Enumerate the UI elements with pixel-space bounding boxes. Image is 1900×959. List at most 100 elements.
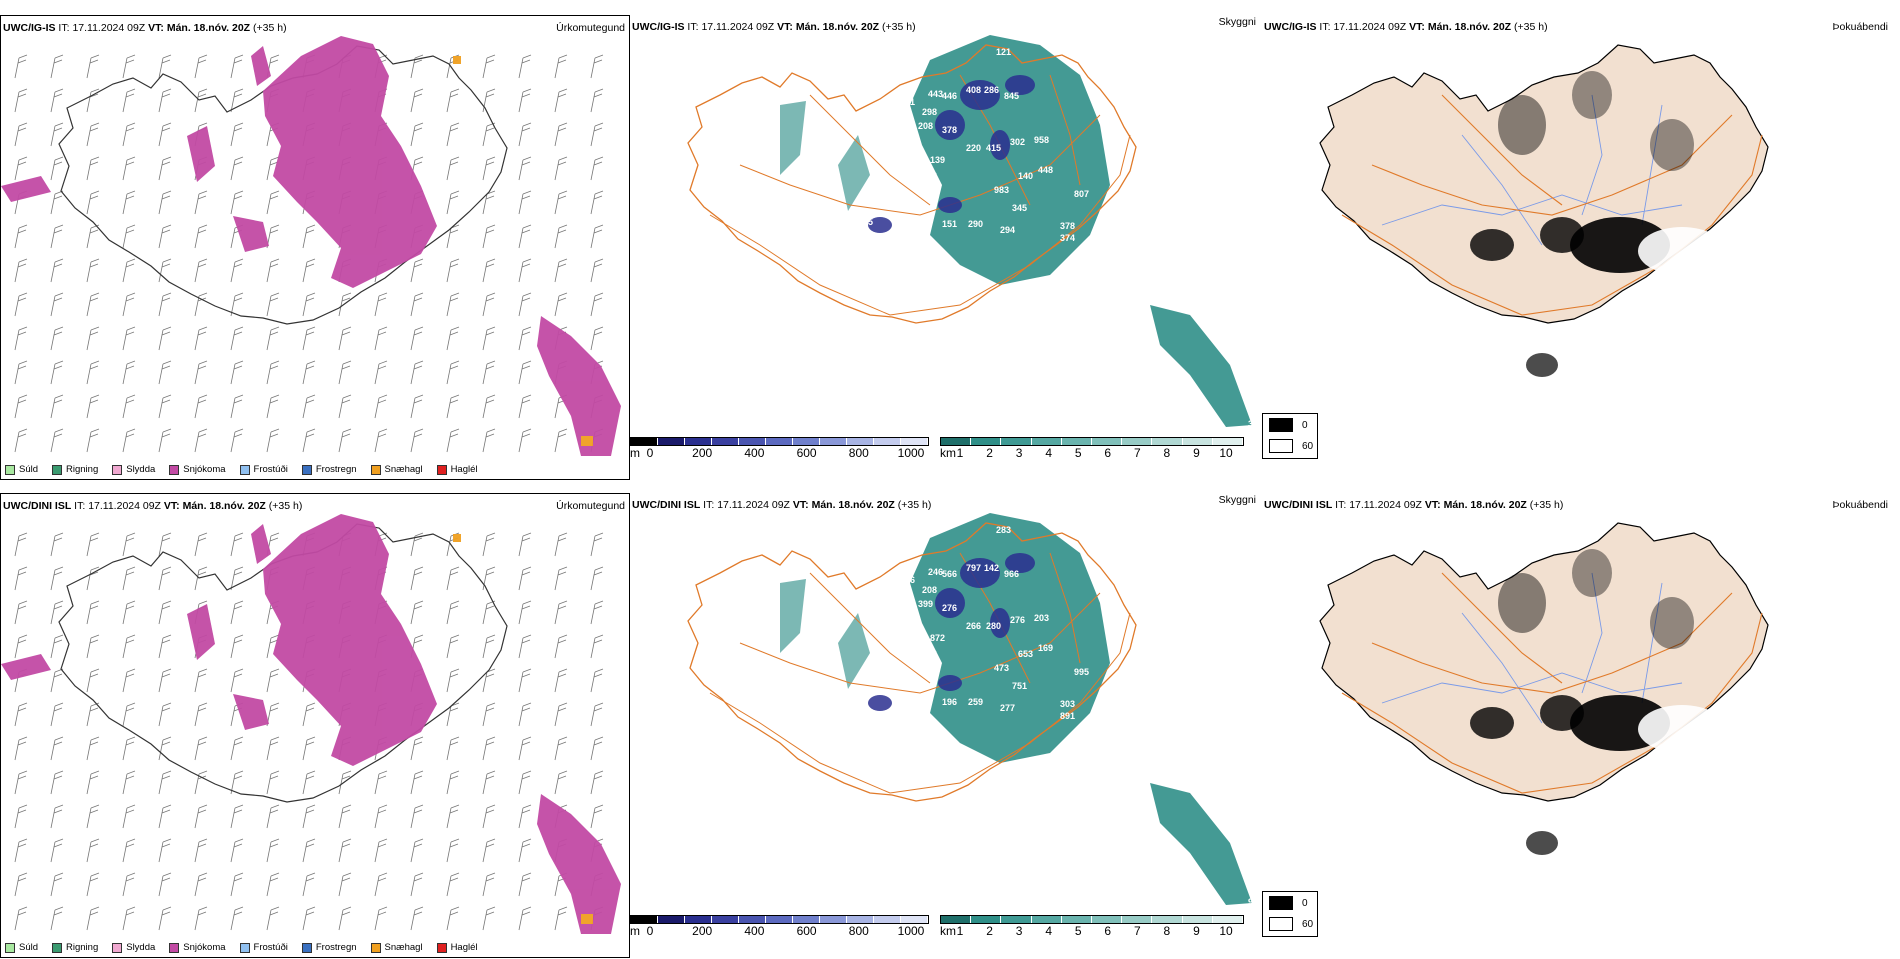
low-cloud-base-areas	[868, 553, 1035, 711]
colorbar-tick: 400	[744, 924, 765, 938]
legend-label: Snæhagl	[384, 464, 423, 475]
elevation-label: 220	[966, 143, 981, 153]
legend-item: Slydda	[112, 464, 155, 475]
elevation-label: 203	[1034, 613, 1049, 623]
colorbar-tick: 10	[1219, 446, 1233, 460]
colorbar-tick: 7	[1133, 446, 1141, 460]
cloud-base-colorbar: m 0 200 400 600 800 1000	[630, 437, 935, 461]
legend-swatch	[5, 942, 15, 953]
elevation-label: 995	[1074, 667, 1089, 677]
elevation-label: 290	[968, 219, 983, 229]
elevation-label: 796	[1248, 397, 1260, 407]
legend-item: Súld	[5, 942, 38, 953]
legend-item: Snæhagl	[370, 942, 423, 953]
elevation-label: 90	[1248, 897, 1258, 907]
elevation-label: 255	[1248, 875, 1260, 885]
elevation-label: 399	[918, 599, 933, 609]
legend-item: Haglél	[436, 464, 478, 475]
legend-item: Snæhagl	[370, 464, 423, 475]
colorbar-unit: km	[940, 924, 956, 938]
elevation-label: 121	[996, 47, 1011, 57]
legend-swatch	[112, 464, 123, 475]
wind-barbs	[14, 532, 604, 931]
elevation-label: 283	[996, 525, 1011, 535]
legend-label: Súld	[19, 942, 39, 953]
colorbar-tick: 800	[848, 446, 869, 460]
colorbar-strip	[630, 437, 929, 446]
elevation-label: 208	[918, 121, 933, 131]
legend-label: Slydda	[126, 464, 156, 475]
elevation-label: 391	[900, 97, 915, 107]
legend-swatch	[239, 942, 250, 953]
panel-title: Úrkomutegund	[556, 22, 625, 34]
legend-label: Snæhagl	[384, 942, 423, 953]
elevation-label: 205	[854, 705, 869, 715]
road-network	[1341, 572, 1763, 794]
cloud-base-colorbar: m 0 200 400 600 800 1000	[630, 915, 935, 939]
elevation-label: 966	[1004, 569, 1019, 579]
legend-swatch	[52, 942, 63, 953]
legend-label: Snjókoma	[183, 464, 226, 475]
legend-item: Frostúði	[239, 464, 288, 475]
legend-swatch	[370, 464, 381, 475]
legend-label: Rigning	[66, 942, 99, 953]
elevation-label: 266	[966, 621, 981, 631]
colorbar-strip	[630, 915, 929, 924]
elevation-label: 341	[846, 717, 861, 727]
ptype-panel-row2: UWC/DINI ISL IT: 17.11.2024 09Z VT: Mán.…	[0, 493, 630, 958]
legend-label: Frostregn	[315, 464, 357, 475]
elevation-label: 276	[942, 603, 957, 613]
elevation-label: 286	[984, 85, 999, 95]
legend-label: Haglél	[450, 464, 478, 475]
elevation-label: 276	[1010, 615, 1025, 625]
legend-swatch	[5, 464, 15, 475]
elevation-label: 807	[1074, 189, 1089, 199]
elevation-label: 117	[854, 227, 869, 237]
legend-label: Súld	[19, 464, 39, 475]
panel-title: Þokuábendi	[1832, 499, 1888, 511]
fog-index-map	[1319, 522, 1769, 855]
colorbar-strip	[940, 437, 1244, 446]
legend-item: Frostregn	[301, 464, 357, 475]
elevation-label: 378	[942, 125, 957, 135]
elevation-label: 958	[922, 171, 937, 181]
fog-index-legend: 0 60	[1262, 413, 1318, 459]
elevation-label: 196	[942, 697, 957, 707]
elevation-label: 380	[902, 133, 917, 143]
legend-swatch	[112, 942, 123, 953]
elevation-label: 797	[966, 563, 981, 573]
fog-panel-row2: UWC/DINI ISL IT: 17.11.2024 09Z VT: Mán.…	[1262, 493, 1892, 958]
legend-item: Rigning	[52, 942, 98, 953]
colorbar-tick: 0	[646, 446, 654, 460]
legend-label: Rigning	[66, 464, 99, 475]
rivers	[1381, 94, 1683, 246]
road-network	[709, 74, 1131, 316]
elevation-label: 394	[1248, 419, 1260, 429]
fog-areas	[1470, 549, 1726, 855]
panel-header: UWC/IG-IS IT: 17.11.2024 09Z VT: Mán. 18…	[3, 22, 287, 34]
precip-type-map	[1, 36, 621, 456]
colorbar-tick: 5	[1074, 924, 1082, 938]
colorbar-tick: 10	[1219, 924, 1233, 938]
colorbar-strip	[940, 915, 1244, 924]
elevation-label: 280	[986, 621, 1001, 631]
elevation-label: 378	[1060, 221, 1075, 231]
elevation-label: 259	[968, 697, 983, 707]
snowfall-areas	[1, 36, 621, 456]
elevation-label: 299	[940, 865, 955, 875]
elevation-label: 303	[1060, 699, 1075, 709]
elevation-label: 872	[930, 633, 945, 643]
elevation-label: 208	[922, 585, 937, 595]
coastline	[687, 522, 1137, 802]
legend-item: Súld	[5, 464, 38, 475]
road-network	[709, 552, 1131, 794]
elevation-label: 302	[1010, 137, 1025, 147]
low-cloud-base-areas	[868, 75, 1035, 233]
colorbar-tick: 8	[1163, 446, 1171, 460]
fog-index-map	[1319, 44, 1769, 377]
elevation-label: 374	[1060, 233, 1075, 243]
elevation-label: 246	[928, 567, 943, 577]
colorbar-tick: 400	[744, 446, 765, 460]
elevation-label: 443	[928, 89, 943, 99]
